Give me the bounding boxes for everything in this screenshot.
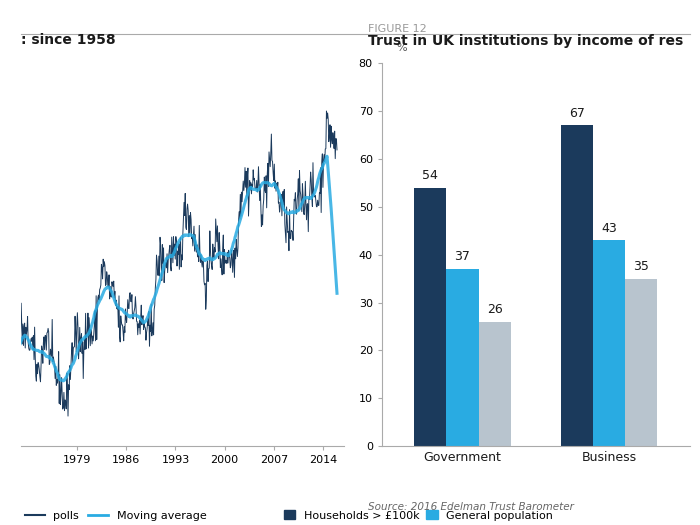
- Text: 37: 37: [454, 250, 470, 263]
- Bar: [447, 269, 479, 446]
- Legend: polls, Moving average: polls, Moving average: [20, 506, 211, 525]
- Bar: [414, 187, 447, 446]
- Text: 43: 43: [601, 222, 617, 235]
- Bar: [593, 240, 625, 446]
- Text: 35: 35: [634, 260, 649, 273]
- Text: 54: 54: [422, 169, 438, 182]
- Text: : since 1958: : since 1958: [21, 33, 116, 47]
- Text: Source: 2016 Edelman Trust Barometer: Source: 2016 Edelman Trust Barometer: [368, 502, 573, 512]
- Legend: Households > £100k, General population: Households > £100k, General population: [280, 506, 558, 525]
- Text: 26: 26: [486, 303, 503, 316]
- Text: Trust in UK institutions by income of res: Trust in UK institutions by income of re…: [368, 34, 682, 48]
- Bar: [561, 125, 593, 446]
- Text: 67: 67: [569, 107, 584, 120]
- Bar: [479, 322, 511, 446]
- Text: FIGURE 12: FIGURE 12: [368, 24, 426, 34]
- Text: %: %: [396, 44, 407, 54]
- Bar: [625, 279, 657, 446]
